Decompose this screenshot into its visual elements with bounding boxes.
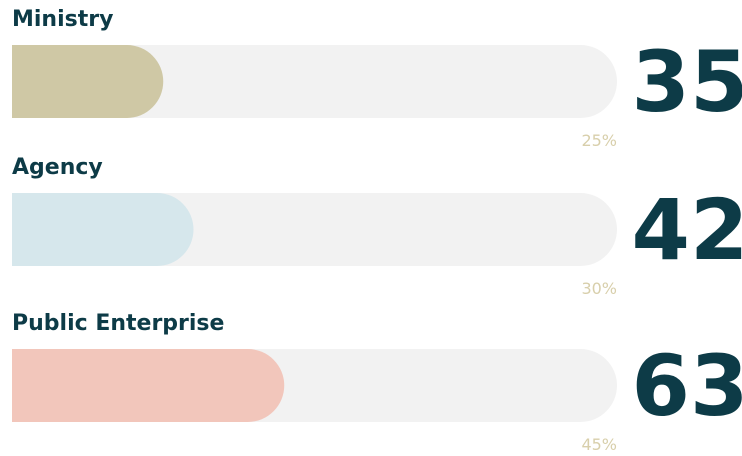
- category-label: Public Enterprise: [12, 311, 224, 336]
- value-label: 45%: [581, 435, 617, 454]
- bar: [12, 45, 164, 118]
- count-label: 35: [632, 33, 742, 131]
- category-label: Agency: [12, 155, 103, 180]
- bar: [12, 193, 194, 266]
- bar-track: [12, 45, 617, 118]
- count-label: 63: [632, 337, 742, 435]
- value-label: 30%: [581, 279, 617, 298]
- category-label: Ministry: [12, 7, 113, 32]
- value-label: 25%: [581, 131, 617, 150]
- bar: [12, 349, 285, 422]
- count-label: 42: [632, 181, 742, 279]
